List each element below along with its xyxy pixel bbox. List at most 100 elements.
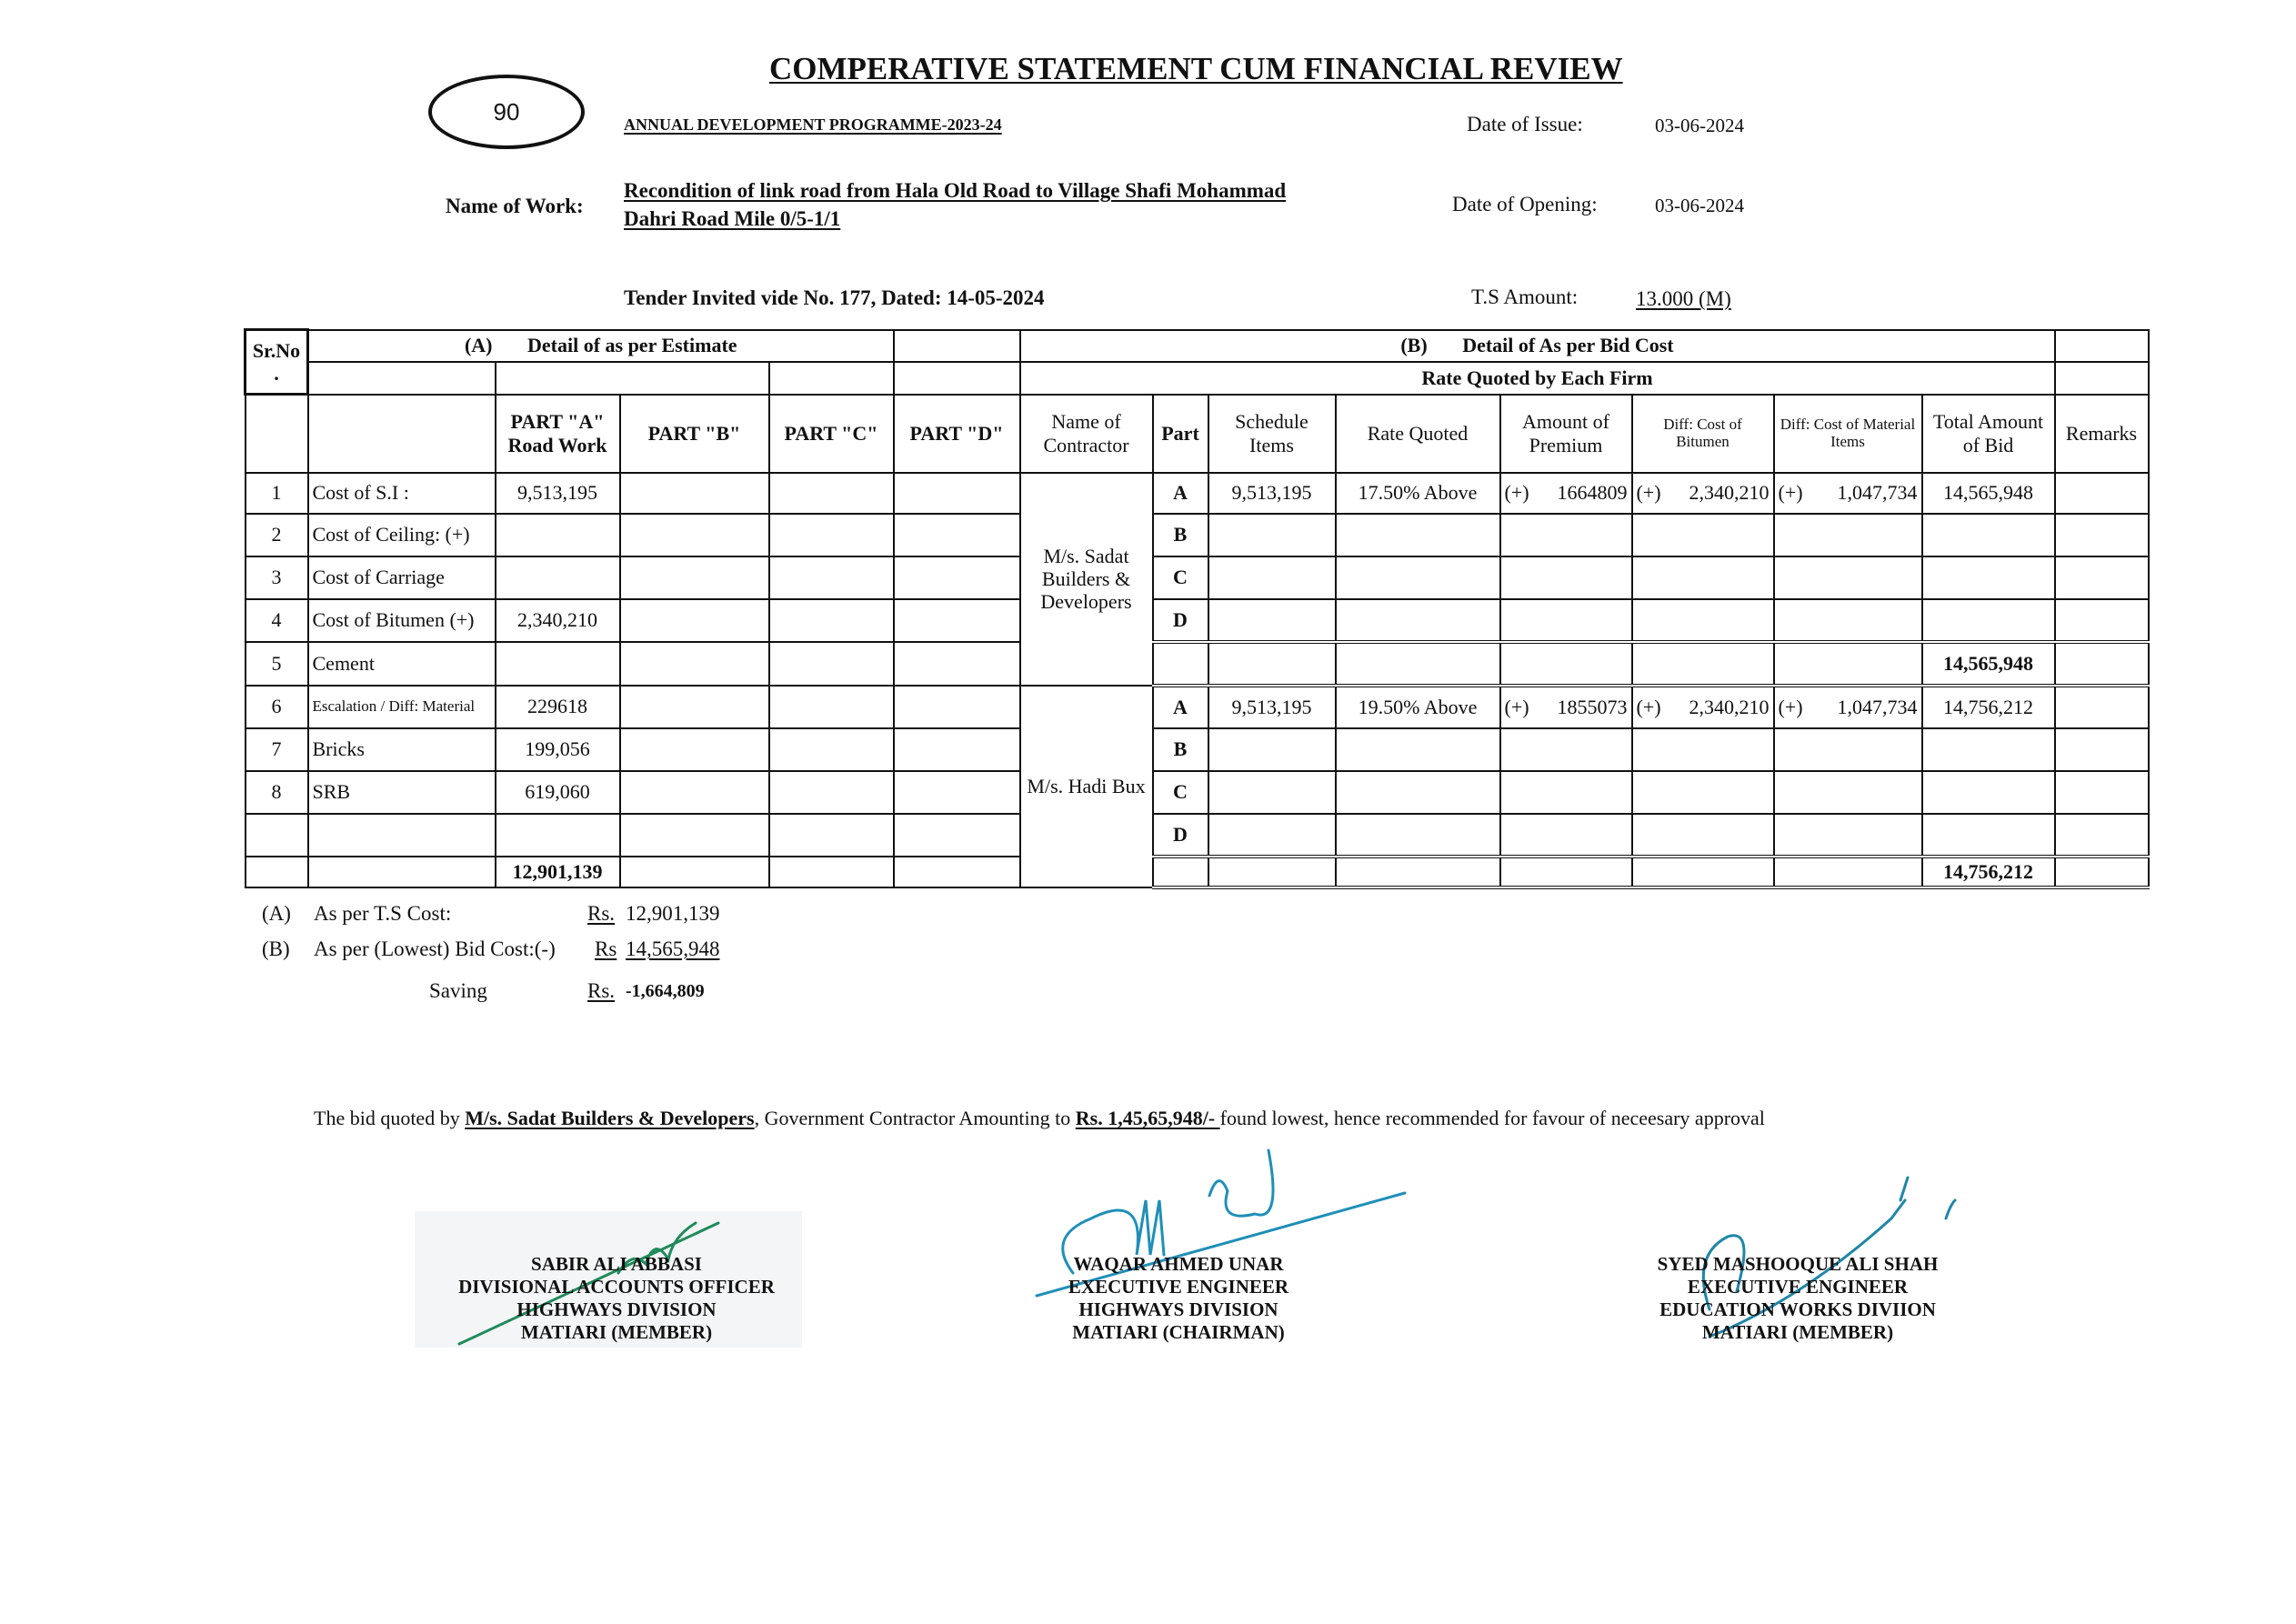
sign: (+) [1504, 481, 1529, 505]
bid-remarks [2053, 597, 2150, 643]
bid-total [1920, 769, 2056, 815]
estimate-part-d [892, 855, 1021, 888]
summary-b-rs: Rs [595, 937, 617, 960]
bid-diff-material: (+) 1,047,734 [1772, 684, 1923, 729]
name-of-work-label: Name of Work: [446, 195, 584, 217]
amount: 2,340,210 [1689, 695, 1770, 718]
bid-diff-bitumen [1630, 769, 1775, 815]
section-b-header: (B) Detail of As per Bid Cost [1018, 328, 2056, 363]
bid-total-row-empty [1334, 639, 1501, 687]
bid-diff-bitumen [1630, 727, 1775, 772]
bid-total-remarks [2053, 639, 2150, 687]
estimate-part-d [892, 727, 1021, 772]
bid-total [1920, 727, 2056, 772]
bid-rate-quoted [1334, 769, 1501, 815]
bid-total-row-empty [1151, 639, 1209, 687]
estimate-part-d [892, 597, 1021, 643]
estimate-sr: 5 [244, 640, 309, 687]
empty-cell [494, 360, 770, 396]
page-title: COMPERATIVE STATEMENT CUM FINANCIAL REVI… [769, 51, 1623, 86]
estimate-part-c [767, 555, 895, 600]
bid-schedule-items [1207, 555, 1337, 600]
bid-premium: (+) 1664809 [1499, 471, 1633, 515]
bid-total-row-empty [1207, 854, 1337, 889]
signatory-name: SABIR ALI ABBASI [531, 1253, 702, 1275]
estimate-sr: 6 [244, 684, 309, 729]
estimate-part-b [618, 471, 770, 515]
estimate-part-a: 619,060 [494, 769, 621, 815]
bid-part: B [1151, 727, 1209, 772]
bid-diff-bitumen [1630, 812, 1775, 857]
bid-diff-bitumen [1630, 555, 1775, 600]
table-row: 1 Cost of S.I :9,513,195 M/s. Sadat Builde… [244, 471, 2150, 687]
bid-remarks [2053, 812, 2150, 857]
signatory-name: WAQAR AHMED UNAR [1073, 1253, 1284, 1275]
estimate-part-d [892, 640, 1021, 687]
bid-diff-bitumen [1630, 512, 1775, 557]
signatory-block: WAQAR AHMED UNAR EXECUTIVE ENGINEER HIGHWA… [1068, 1253, 1288, 1344]
estimate-part-a: 9,513,195 [494, 471, 621, 515]
estimate-part-c [767, 855, 895, 888]
table-row: 3 Cost of Carriage C [244, 555, 2150, 600]
rate-quoted-header: Rate Quoted by Each Firm [1018, 360, 2056, 396]
summary-b-value: 14,565,948 [626, 937, 720, 960]
bid-schedule-items: 9,513,195 [1207, 471, 1337, 515]
estimate-part-a: 229618 [494, 684, 621, 729]
bid-total-remarks [2053, 854, 2150, 889]
table-row: 7 Bricks 199,056 B [244, 727, 2150, 772]
estimate-part-d [892, 512, 1021, 557]
bid-grand-total: 14,756,212 [1920, 854, 2056, 889]
date-of-opening-label: Date of Opening: [1452, 193, 1598, 216]
table-row: 6 Escalation / Diff: Material 229618 M/s. H… [244, 684, 2150, 888]
estimate-part-c [767, 471, 895, 515]
summary-b-label: As per (Lowest) Bid Cost:(-) [314, 937, 556, 960]
bid-total [1920, 555, 2056, 600]
estimate-part-d [892, 769, 1021, 815]
estimate-part-d [892, 812, 1021, 857]
date-of-issue-label: Date of Issue: [1467, 113, 1583, 135]
sign: (+) [1636, 695, 1661, 718]
col-schedule-items: Schedule Items [1207, 393, 1337, 474]
signature-3-icon [1701, 1176, 1957, 1338]
programme: ANNUAL DEVELOPMENT PROGRAMME-2023-24 [624, 115, 1002, 134]
bid-total-row-empty [1772, 639, 1923, 687]
bid-schedule-items [1207, 597, 1337, 643]
bid-total: 14,565,948 [1920, 471, 2056, 515]
name-of-work-line1: Recondition of link road from Hala Old R… [624, 179, 1287, 202]
estimate-part-c [767, 684, 895, 729]
signatory-role: MATIARI (CHAIRMAN) [1072, 1321, 1285, 1343]
bid-total-row-empty [1499, 639, 1633, 687]
col-part-a: PART "A" Road Work [494, 393, 621, 474]
bid-rate-quoted [1334, 727, 1501, 772]
signature-1-icon [457, 1221, 720, 1346]
empty-cell [2053, 360, 2150, 396]
signatory-role: MATIARI (MEMBER) [1701, 1321, 1894, 1343]
empty-cell [892, 328, 1021, 363]
sign: (+) [1778, 695, 1803, 718]
estimate-part-b [618, 597, 770, 643]
estimate-part-d [892, 471, 1021, 515]
recommended-amount: Rs. 1,45,65,948/- [1075, 1107, 1220, 1129]
col-contractor: Name of Contractor [1018, 393, 1154, 474]
bid-part: A [1151, 471, 1209, 515]
estimate-item: Cost of Bitumen (+) [306, 597, 496, 643]
bid-rate-quoted [1334, 555, 1501, 600]
estimate-part-b [618, 769, 770, 815]
bid-schedule-items [1207, 512, 1337, 557]
bid-total-row-empty [1499, 854, 1633, 889]
signatory-division: EDUCATION WORKS DIVIION [1659, 1298, 1936, 1320]
col-rate-quoted: Rate Quoted [1334, 393, 1501, 474]
table-row: 8 SRB 619,060 C [244, 769, 2150, 815]
bid-diff-bitumen: (+) 2,340,210 [1630, 684, 1775, 729]
bid-total-row-empty [1630, 854, 1775, 889]
col-premium: Amount of Premium [1499, 393, 1633, 474]
bid-rate-quoted: 19.50% Above [1334, 684, 1501, 729]
bid-total [1920, 597, 2056, 643]
estimate-item: SRB [306, 769, 496, 815]
signatory-title: EXECUTIVE ENGINEER [1687, 1276, 1909, 1298]
bid-premium [1499, 727, 1633, 772]
table-row: D [244, 812, 2150, 857]
estimate-part-a [494, 812, 621, 857]
empty-cell [306, 360, 496, 396]
bid-part: C [1151, 769, 1209, 815]
